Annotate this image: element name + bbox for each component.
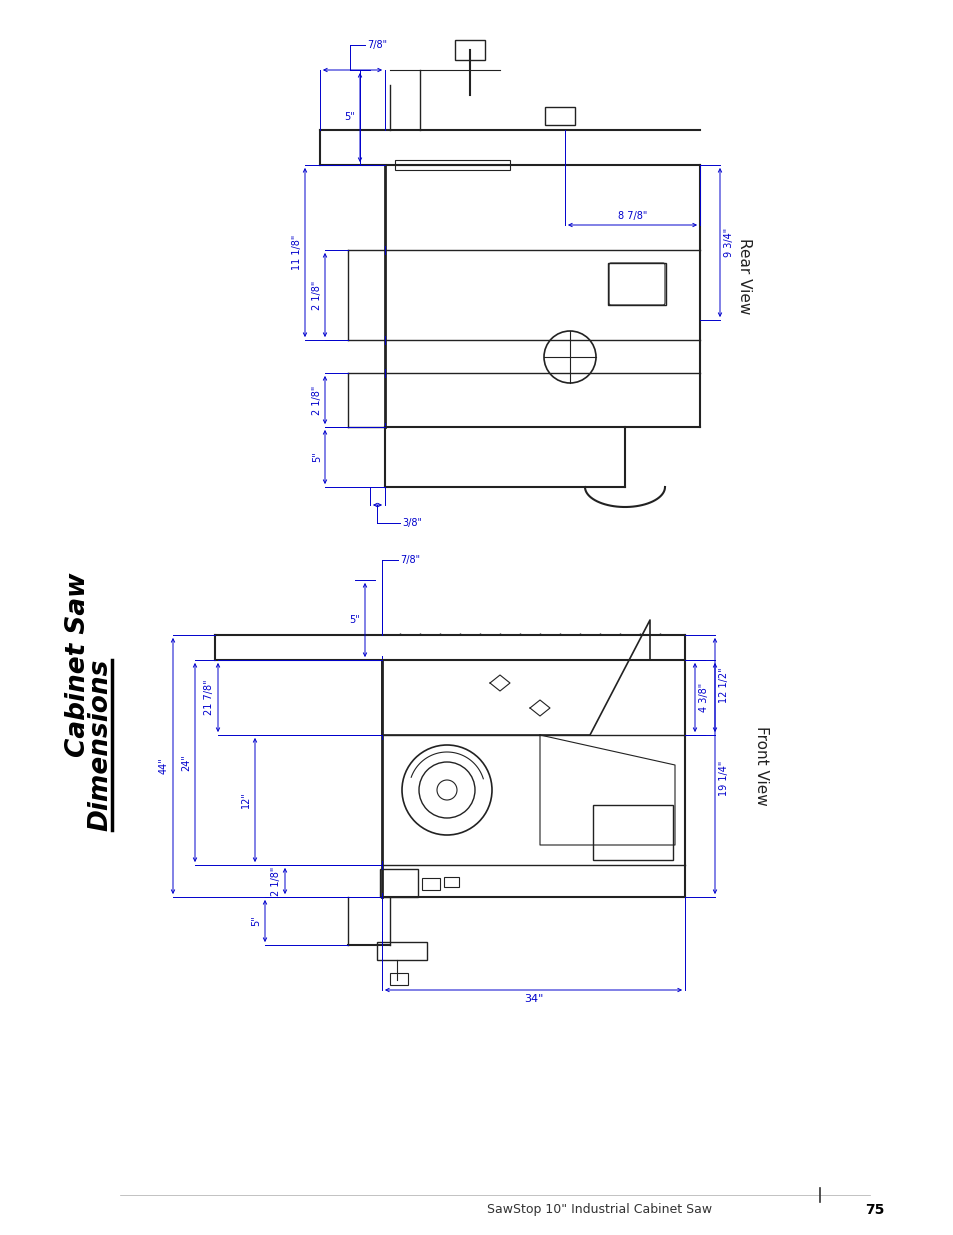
Text: 75: 75 — [864, 1203, 883, 1216]
Bar — [395, 161, 510, 170]
Bar — [443, 877, 458, 887]
Text: 2 1/8": 2 1/8" — [271, 866, 281, 895]
Text: 5": 5" — [312, 452, 322, 462]
Text: 44": 44" — [159, 757, 169, 774]
Text: 12": 12" — [241, 792, 251, 809]
Text: 5": 5" — [251, 915, 261, 926]
Text: 34": 34" — [523, 994, 542, 1004]
Text: 19 1/4": 19 1/4" — [719, 761, 728, 797]
Bar — [593, 805, 672, 860]
Bar — [379, 869, 417, 897]
Text: 12 1/2": 12 1/2" — [719, 667, 728, 703]
Text: 5": 5" — [349, 615, 359, 625]
Text: Front View: Front View — [754, 726, 769, 806]
Bar — [421, 878, 439, 890]
Text: 2 1/8": 2 1/8" — [312, 385, 322, 415]
Text: 7/8": 7/8" — [367, 40, 387, 49]
Text: 11 1/8": 11 1/8" — [292, 235, 302, 270]
Text: 3/8": 3/8" — [401, 517, 421, 529]
Text: 21 7/8": 21 7/8" — [204, 679, 213, 715]
Bar — [607, 263, 665, 305]
Text: 7/8": 7/8" — [399, 555, 419, 564]
Text: 4 3/8": 4 3/8" — [699, 683, 708, 713]
Text: 8 7/8": 8 7/8" — [618, 211, 646, 221]
Bar — [376, 942, 427, 960]
Text: 9 3/4": 9 3/4" — [723, 228, 733, 257]
Bar — [390, 973, 408, 986]
Text: SawStop 10" Industrial Cabinet Saw: SawStop 10" Industrial Cabinet Saw — [487, 1203, 712, 1216]
Text: Rear View: Rear View — [737, 238, 752, 314]
Bar — [544, 107, 575, 125]
Text: Cabinet Saw: Cabinet Saw — [65, 573, 91, 757]
Text: 5": 5" — [344, 112, 355, 122]
Bar — [455, 40, 484, 61]
Text: 24": 24" — [181, 755, 191, 771]
Text: Dimensions: Dimensions — [87, 658, 112, 831]
Text: 2 1/8": 2 1/8" — [312, 280, 322, 310]
